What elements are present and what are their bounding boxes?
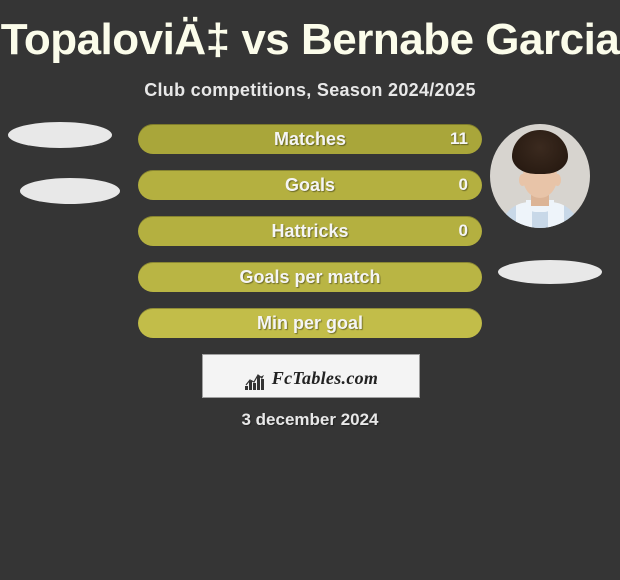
- stat-row: Hattricks0: [138, 216, 482, 246]
- stat-row: Goals per match: [138, 262, 482, 292]
- player-right-avatar: [490, 124, 590, 228]
- comparison-infographic: TopaloviÄ‡ vs Bernabe Garcia Club compet…: [0, 0, 620, 580]
- stat-row: Min per goal: [138, 308, 482, 338]
- avatar-hair: [512, 130, 568, 174]
- placeholder-oval: [8, 122, 112, 148]
- player-right-name: Bernabe Garcia: [301, 15, 619, 64]
- stat-label: Goals per match: [138, 262, 482, 292]
- placeholder-oval: [20, 178, 120, 204]
- competition-season-subtitle: Club competitions, Season 2024/2025: [0, 80, 620, 101]
- stat-label: Hattricks: [138, 216, 482, 246]
- stat-value-right: 0: [459, 170, 468, 200]
- stat-bars: Matches11Goals0Hattricks0Goals per match…: [138, 124, 482, 354]
- bars-icon: [244, 374, 266, 392]
- title-vs: vs: [241, 15, 289, 64]
- stat-value-right: 0: [459, 216, 468, 246]
- brand-badge: FcTables.com: [202, 354, 420, 398]
- brand-text: FcTables.com: [272, 368, 378, 388]
- stat-label: Min per goal: [138, 308, 482, 338]
- stat-label: Matches: [138, 124, 482, 154]
- stat-row: Matches11: [138, 124, 482, 154]
- player-left-name: TopaloviÄ‡: [1, 15, 230, 64]
- placeholder-oval: [498, 260, 602, 284]
- stat-label: Goals: [138, 170, 482, 200]
- snapshot-date: 3 december 2024: [0, 410, 620, 430]
- stat-value-right: 11: [450, 124, 468, 154]
- stat-row: Goals0: [138, 170, 482, 200]
- page-title: TopaloviÄ‡ vs Bernabe Garcia: [0, 0, 620, 62]
